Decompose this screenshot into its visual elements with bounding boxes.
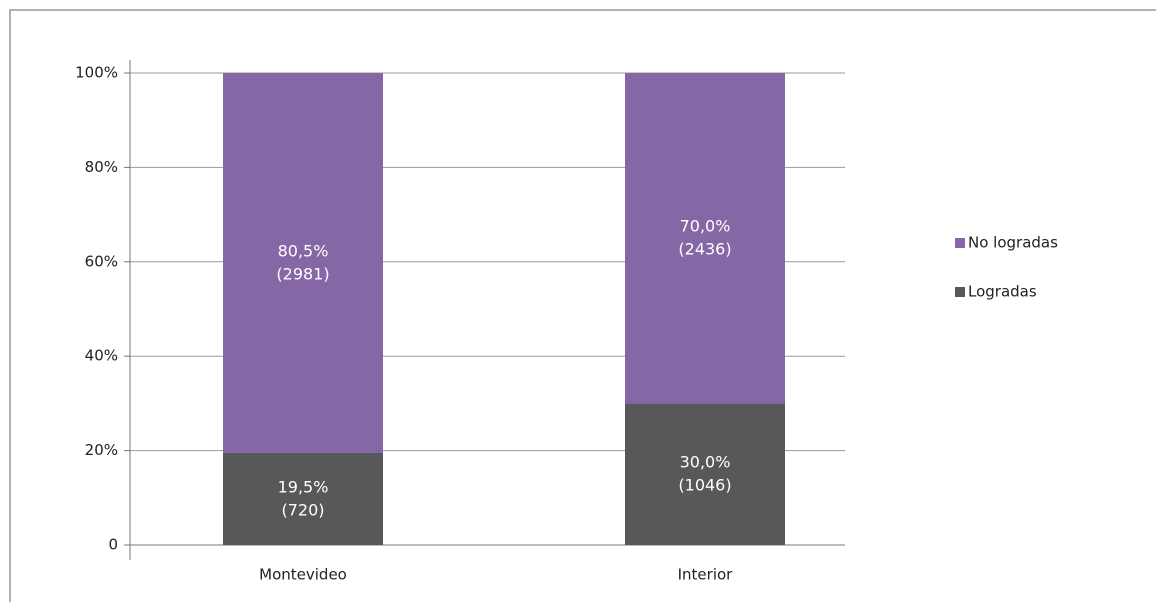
y-tick-label: 0 xyxy=(108,536,118,554)
data-label: 80,5% xyxy=(278,241,329,260)
y-tick-label: 20% xyxy=(85,441,118,459)
count-label: (2981) xyxy=(276,264,329,283)
y-tick-label: 40% xyxy=(85,347,118,365)
data-label: 70,0% xyxy=(680,217,731,236)
count-label: (720) xyxy=(281,500,324,519)
legend-swatch xyxy=(955,287,965,297)
legend-swatch xyxy=(955,238,965,248)
y-tick-label: 80% xyxy=(85,158,118,176)
count-label: (1046) xyxy=(678,476,731,495)
legend-label: No logradas xyxy=(968,234,1058,252)
bar-segment xyxy=(625,403,785,545)
legend-label: Logradas xyxy=(968,283,1037,301)
y-tick-label: 60% xyxy=(85,252,118,270)
count-label: (2436) xyxy=(678,240,731,259)
bar-segment xyxy=(223,452,383,545)
bar-segment xyxy=(223,73,383,453)
bar-segment xyxy=(625,73,785,404)
x-tick-label: Interior xyxy=(678,566,734,584)
y-tick-label: 100% xyxy=(75,64,118,82)
data-label: 19,5% xyxy=(278,477,329,496)
data-label: 30,0% xyxy=(680,453,731,472)
frame xyxy=(9,9,1156,602)
x-tick-label: Montevideo xyxy=(259,566,347,584)
